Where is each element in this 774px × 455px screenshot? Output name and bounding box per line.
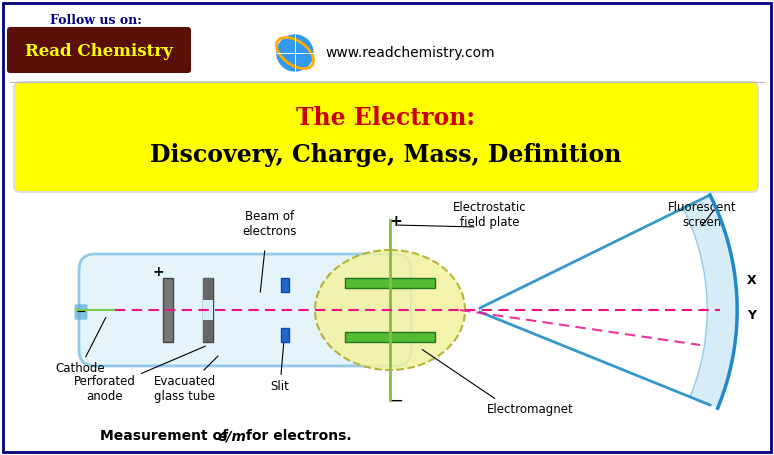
Bar bbox=[281, 328, 289, 342]
Text: Slit: Slit bbox=[271, 331, 289, 393]
Text: −: − bbox=[389, 392, 403, 410]
Bar bbox=[203, 278, 213, 342]
Bar bbox=[203, 300, 213, 320]
Text: +: + bbox=[152, 265, 164, 279]
Bar bbox=[345, 332, 435, 342]
Text: for electrons.: for electrons. bbox=[241, 429, 351, 443]
Text: Y: Y bbox=[747, 309, 756, 322]
Text: Evacuated
glass tube: Evacuated glass tube bbox=[154, 356, 218, 403]
Text: Perforated
anode: Perforated anode bbox=[74, 346, 205, 403]
Text: Electromagnet: Electromagnet bbox=[487, 404, 574, 416]
Text: Cathode: Cathode bbox=[55, 318, 106, 375]
Circle shape bbox=[277, 35, 313, 71]
Text: Electrostatic
field plate: Electrostatic field plate bbox=[454, 201, 527, 229]
Text: Read Chemistry: Read Chemistry bbox=[25, 42, 173, 60]
FancyBboxPatch shape bbox=[7, 27, 191, 73]
FancyBboxPatch shape bbox=[79, 254, 411, 366]
Polygon shape bbox=[683, 195, 737, 408]
Bar bbox=[163, 278, 173, 342]
Bar bbox=[345, 278, 435, 288]
Bar bbox=[281, 278, 289, 292]
Text: Measurement of: Measurement of bbox=[100, 429, 233, 443]
Text: www.readchemistry.com: www.readchemistry.com bbox=[325, 46, 495, 60]
Text: −: − bbox=[76, 305, 86, 318]
Text: Discovery, Charge, Mass, Definition: Discovery, Charge, Mass, Definition bbox=[150, 143, 622, 167]
Text: +: + bbox=[389, 214, 402, 229]
Bar bbox=[203, 278, 213, 300]
Text: e/m: e/m bbox=[218, 429, 247, 443]
Text: Beam of
electrons: Beam of electrons bbox=[243, 210, 297, 238]
Text: Fluorescent
screen: Fluorescent screen bbox=[668, 201, 736, 229]
FancyBboxPatch shape bbox=[3, 3, 771, 452]
Ellipse shape bbox=[315, 250, 465, 370]
Bar bbox=[203, 320, 213, 342]
Text: X: X bbox=[747, 274, 757, 287]
Text: The Electron:: The Electron: bbox=[296, 106, 475, 130]
FancyBboxPatch shape bbox=[14, 82, 758, 192]
Text: Follow us on:: Follow us on: bbox=[50, 14, 142, 27]
